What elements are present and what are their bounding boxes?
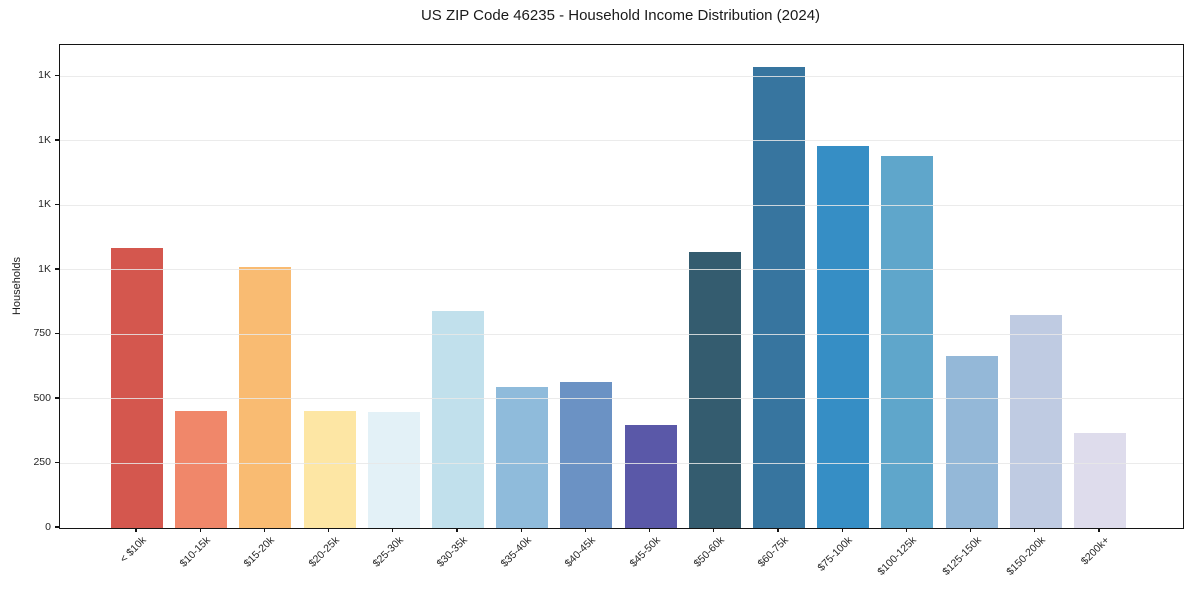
bar-75-100k (817, 146, 870, 528)
bar-10-15k (175, 411, 228, 528)
x-tick-label-200k: $200k+ (1078, 534, 1112, 568)
gridline-1750 (60, 75, 1183, 77)
x-tick-label-10k: < $10k (117, 534, 149, 566)
x-tick-label-75-100k: $75-100k (815, 534, 855, 574)
x-tick-label-15-20k: $15-20k (241, 534, 278, 570)
y-tick-mark (55, 74, 59, 77)
bar-30-35k (432, 311, 484, 528)
bar-125-150k (945, 356, 998, 528)
x-tick-mark (1098, 528, 1100, 532)
x-tick-mark (520, 528, 522, 532)
x-tick-mark (328, 528, 330, 532)
bar-50-60k (688, 252, 741, 528)
y-tick-mark (55, 139, 59, 141)
x-tick-label-45-50k: $45-50k (627, 534, 663, 570)
x-tick-mark (970, 528, 972, 532)
chart-title: US ZIP Code 46235 - Household Income Dis… (420, 7, 821, 24)
y-tick-label: 750 (33, 327, 51, 340)
x-tick-mark (649, 528, 651, 532)
x-tick-mark (456, 528, 458, 532)
y-tick-mark (55, 397, 59, 399)
gridline-1500 (60, 140, 1183, 142)
x-tick-mark (713, 528, 715, 532)
x-tick-label-125-150k: $125-150k (939, 534, 984, 578)
x-tick-mark (905, 528, 907, 532)
y-tick-mark (55, 203, 59, 206)
x-tick-label-10-15k: $10-15k (177, 534, 213, 570)
y-tick-mark (55, 461, 59, 464)
y-tick-label: 1K (38, 133, 51, 146)
gridline-1000 (60, 269, 1183, 271)
y-tick-mark (55, 268, 59, 270)
y-tick-label: 250 (33, 456, 51, 469)
x-tick-label-100-125k: $100-125k (875, 534, 920, 578)
bar-200k (1074, 433, 1126, 528)
x-tick-label-60-75k: $60-75k (755, 534, 791, 570)
y-tick-label: 500 (33, 391, 51, 404)
x-tick-label-20-25k: $20-25k (306, 534, 342, 570)
bar-40-45k (560, 382, 613, 528)
y-tick-label: 0 (45, 521, 51, 533)
x-tick-mark (841, 528, 843, 532)
x-tick-label-40-45k: $40-45k (562, 534, 599, 570)
y-tick-label: 1K (38, 69, 51, 82)
bar-100-125k (881, 156, 934, 528)
bar-150-200k (1009, 315, 1062, 528)
bar-25-30k (367, 412, 420, 528)
x-tick-mark (584, 528, 586, 532)
x-tick-mark (777, 528, 779, 532)
x-tick-label-25-30k: $25-30k (370, 534, 406, 570)
x-tick-label-30-35k: $30-35k (434, 534, 470, 570)
gridline-500 (60, 398, 1183, 400)
y-tick-label: 1K (38, 262, 51, 275)
x-tick-label-50-60k: $50-60k (691, 534, 727, 570)
bar-10k (111, 248, 163, 528)
bar-15-20k (239, 267, 292, 528)
y-tick-mark (55, 526, 59, 528)
plot-area (59, 44, 1184, 529)
bar-45-50k (624, 425, 677, 528)
x-tick-mark (1034, 528, 1036, 532)
x-tick-mark (135, 528, 137, 532)
x-tick-label-35-40k: $35-40k (498, 534, 534, 570)
gridline-750 (60, 333, 1183, 335)
x-tick-mark (263, 528, 265, 532)
y-tick-label: 1K (38, 198, 51, 211)
bar-60-75k (753, 67, 805, 528)
y-tick-mark (55, 332, 59, 335)
x-tick-mark (392, 528, 394, 532)
x-tick-label-150-200k: $150-200k (1003, 534, 1048, 578)
bar-20-25k (303, 411, 356, 528)
bar-35-40k (496, 387, 549, 528)
gridline-250 (60, 462, 1183, 464)
x-tick-mark (199, 528, 201, 532)
gridline-1250 (60, 204, 1183, 206)
